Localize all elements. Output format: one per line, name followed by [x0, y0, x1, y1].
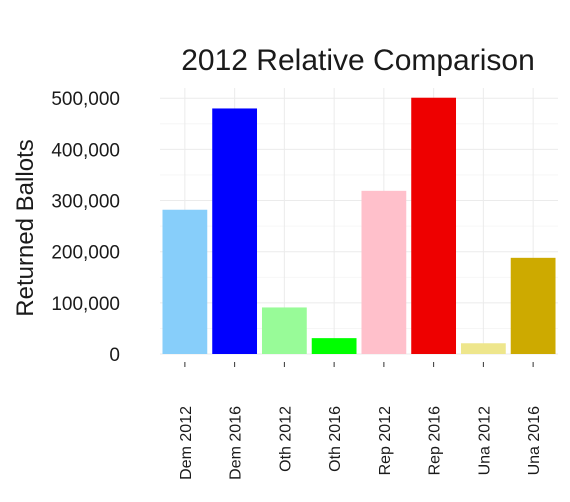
bar-oth-2016 — [311, 338, 357, 354]
y-tick-label: 400,000 — [51, 140, 120, 161]
x-tick-label: Rep 2016 — [427, 406, 444, 475]
bars-group — [162, 97, 556, 354]
y-tick-label: 100,000 — [51, 294, 120, 315]
bar-rep-2012 — [361, 190, 407, 354]
x-tick-label: Dem 2016 — [228, 406, 245, 480]
bar-dem-2016 — [212, 108, 258, 354]
x-tick-label: Dem 2012 — [178, 406, 195, 480]
x-tick-label: Oth 2012 — [277, 406, 294, 472]
y-axis: 0 100,000 200,000 300,000 400,000 500,000 — [51, 89, 120, 366]
x-tick-label: Oth 2016 — [327, 406, 344, 472]
bar-rep-2016 — [411, 97, 457, 354]
bar-una-2012 — [460, 343, 506, 354]
y-tick-label: 200,000 — [51, 243, 120, 264]
x-tick-label: Una 2012 — [476, 406, 493, 475]
bar-una-2016 — [510, 257, 556, 354]
x-axis: Dem 2012 Dem 2016 Oth 2012 Oth 2016 Rep 2012… — [178, 362, 543, 480]
x-tick-label: Una 2016 — [526, 406, 543, 475]
bar-oth-2012 — [261, 307, 307, 354]
x-tick-label: Rep 2012 — [377, 406, 394, 475]
y-tick-label: 0 — [109, 345, 120, 366]
bar-dem-2012 — [162, 209, 208, 354]
y-axis-label: Returned Ballots — [12, 139, 39, 316]
y-tick-label: 500,000 — [51, 89, 120, 110]
chart-title: 2012 Relative Comparison — [181, 44, 535, 77]
y-tick-label: 300,000 — [51, 192, 120, 213]
